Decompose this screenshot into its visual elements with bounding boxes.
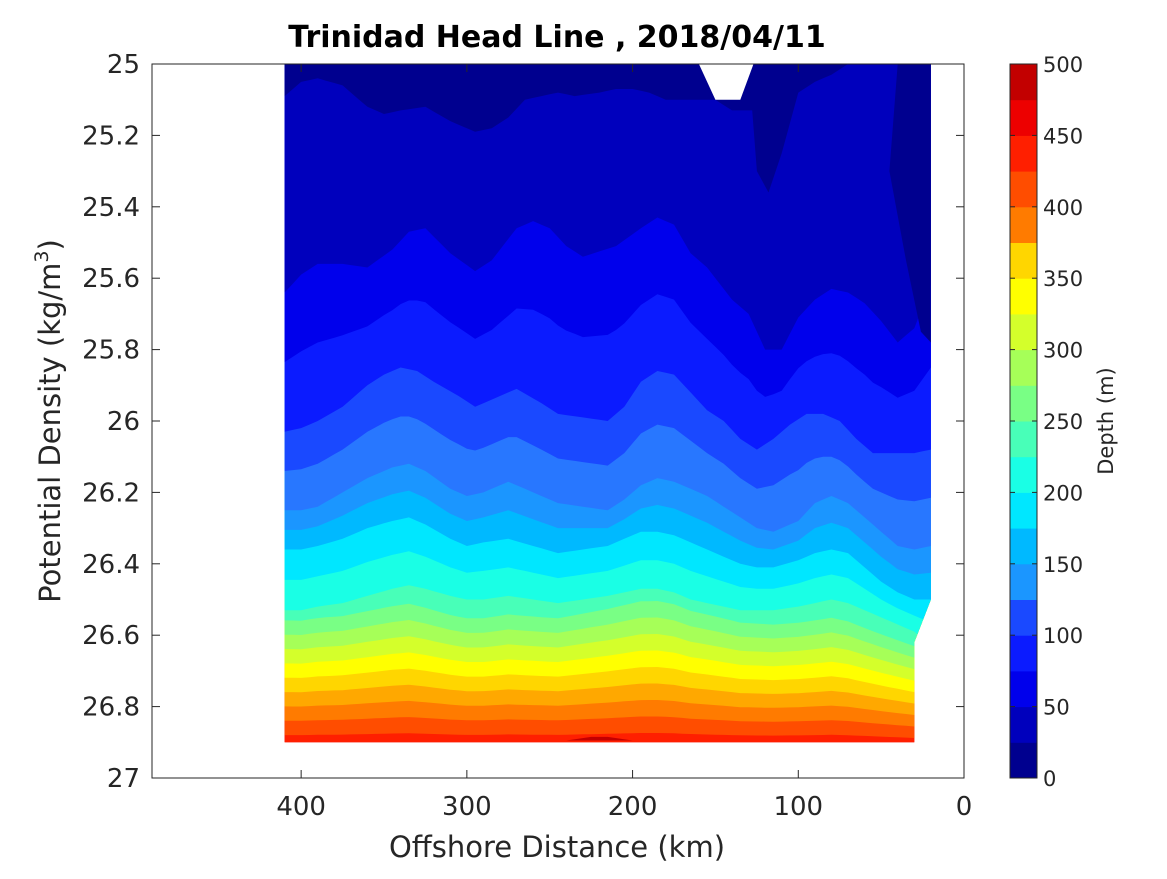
y-tick-label: 25.4: [82, 193, 140, 223]
colorbar-tick-label: 350: [1043, 267, 1083, 291]
y-tick-label: 25.8: [82, 336, 140, 366]
colorbar-bin: [1010, 492, 1037, 529]
colorbar-bin: [1010, 635, 1037, 672]
colorbar-bin: [1010, 349, 1037, 386]
colorbar-tick-label: 150: [1043, 553, 1083, 577]
colorbar-tick-label: 300: [1043, 339, 1083, 363]
colorbar-bin: [1010, 742, 1037, 779]
colorbar-tick-label: 250: [1043, 410, 1083, 434]
y-axis-label-superscript: 3: [31, 250, 53, 262]
contour-bands: [284, 64, 931, 743]
y-axis-label-main: Potential Density (kg/m: [33, 263, 67, 603]
y-tick-label: 26.8: [82, 693, 140, 723]
contour-band-deepest-patch: [566, 736, 633, 741]
contour-band-shallow-a: [748, 64, 807, 193]
colorbar-bin: [1010, 670, 1037, 708]
colorbar-tick-label: 200: [1043, 481, 1083, 505]
x-tick-label: 400: [276, 792, 326, 822]
colorbar-tick-label: 50: [1043, 696, 1070, 720]
y-tick-label: 25: [107, 50, 140, 80]
colorbar-bin: [1010, 206, 1037, 243]
colorbar-bin: [1010, 313, 1037, 351]
contour-fill: [284, 64, 931, 743]
contour-band-shallow-b: [889, 64, 931, 343]
y-tick-label: 26.2: [82, 478, 140, 508]
colorbar-bin: [1010, 64, 1037, 101]
colorbar-tick-label: 450: [1043, 124, 1083, 148]
colorbar-bin: [1010, 171, 1037, 208]
x-axis: 400 300 200 100 0: [276, 64, 972, 822]
chart-title: Trinidad Head Line , 2018/04/11: [288, 20, 825, 55]
colorbar-tick-label: 500: [1043, 53, 1083, 77]
y-tick-label: 26.4: [82, 550, 140, 580]
colorbar-bin: [1010, 421, 1037, 458]
x-tick-label: 300: [442, 792, 492, 822]
x-tick-label: 200: [608, 792, 658, 822]
colorbar-bin: [1010, 242, 1037, 279]
colorbar-bin: [1010, 99, 1037, 136]
y-axis: 25 25.2 25.4 25.6 25.8 26 26.2 26.4 26.6 26.8 27: [82, 50, 964, 794]
y-axis-label: Potential Density (kg/m3): [31, 239, 67, 603]
colorbar-tick-label: 0: [1043, 767, 1056, 791]
colorbar-bin: [1010, 385, 1037, 422]
colorbar-bin: [1010, 528, 1037, 565]
x-tick-label: 0: [956, 792, 973, 822]
colorbar-bin: [1010, 456, 1037, 493]
colorbar-bin: [1010, 706, 1037, 743]
colorbar: 0 50 100 150 200 250 300 350 400 450 500: [1009, 53, 1083, 791]
y-tick-label: 26: [107, 407, 140, 437]
missing-data-wedge: [698, 64, 754, 100]
colorbar-bin: [1010, 563, 1037, 600]
y-tick-label: 25.2: [82, 121, 140, 151]
colorbar-bin: [1010, 135, 1037, 172]
y-axis-label-suffix: ): [33, 239, 67, 250]
colorbar-label: Depth (m): [1094, 367, 1118, 474]
x-axis-label: Offshore Distance (km): [389, 830, 725, 864]
colorbar-bin: [1010, 278, 1037, 315]
y-tick-label: 27: [107, 764, 140, 794]
y-tick-label: 26.6: [82, 621, 140, 651]
colorbar-bin: [1010, 599, 1037, 636]
colorbar-tick-label: 400: [1043, 196, 1083, 220]
x-tick-label: 100: [773, 792, 823, 822]
y-tick-label: 25.6: [82, 264, 140, 294]
colorbar-tick-label: 100: [1043, 624, 1083, 648]
